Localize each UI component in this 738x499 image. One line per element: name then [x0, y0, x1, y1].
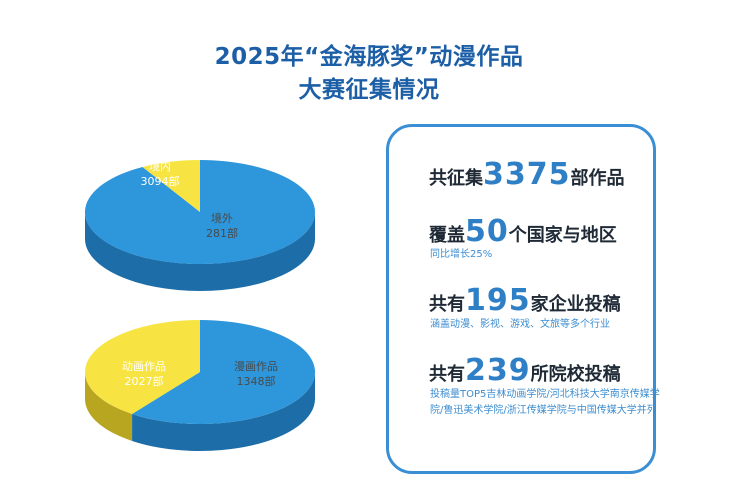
pie-2-value-2: 1348部 [237, 374, 276, 388]
pie-2-value-1: 2027部 [125, 374, 164, 388]
stat-total: 共征集3375部作品 [429, 157, 625, 192]
pie-1-label-2: 境外 [211, 211, 233, 225]
stat-total-prefix: 共征集 [429, 168, 483, 189]
pie-1-value-2: 281部 [206, 226, 238, 240]
pie-1-slice-1-side [85, 212, 315, 291]
stat-schools: 共有239所院校投稿 [429, 353, 621, 388]
stat-companies-note: 涵盖动漫、影视、游戏、文旅等多个行业 [430, 319, 610, 330]
stat-total-number: 3375 [483, 157, 571, 192]
pie-2-label-1: 动画作品 [122, 360, 166, 373]
stat-countries-note: 同比增长25% [430, 249, 493, 260]
pie-1-label-1: 境内 [149, 159, 171, 173]
stat-companies-suffix: 家企业投稿 [530, 294, 621, 315]
stat-schools-prefix: 共有 [429, 364, 465, 385]
stat-schools-note: 投稿量TOP5吉林动画学院/河北科技大学南京传媒学院/鲁迅美术学院/浙江传媒学院… [430, 389, 660, 416]
pie-2-slice-2 [85, 320, 200, 414]
stat-companies: 共有195家企业投稿 [429, 283, 621, 318]
stat-schools-number: 239 [465, 353, 531, 388]
page-title-line-1: 2025年“金海豚奖”动漫作品 [214, 44, 524, 70]
pie-2-slice-1-side [132, 372, 315, 451]
pie-1-slice-1 [85, 160, 316, 264]
stats-card: 共征集3375部作品 覆盖50个国家与地区 同比增长25% 共有195家企业投稿… [386, 124, 660, 474]
stat-companies-prefix: 共有 [429, 294, 465, 315]
stat-countries-number: 50 [465, 214, 509, 249]
stat-countries: 覆盖50个国家与地区 [429, 214, 617, 249]
pie-1-slice-2 [142, 159, 200, 212]
pie-2-label-2: 漫画作品 [234, 359, 278, 373]
stat-countries-suffix: 个国家与地区 [508, 225, 617, 246]
pie-1-value-1: 3094部 [141, 174, 180, 188]
pie-2-slice-2-side [85, 372, 133, 441]
page-title-line-2: 大赛征集情况 [298, 77, 440, 103]
stat-companies-number: 195 [465, 283, 531, 318]
pie-2-slice-1 [132, 320, 315, 424]
stat-total-suffix: 部作品 [570, 168, 625, 189]
stat-countries-prefix: 覆盖 [429, 225, 465, 246]
stat-schools-suffix: 所院校投稿 [530, 364, 621, 385]
